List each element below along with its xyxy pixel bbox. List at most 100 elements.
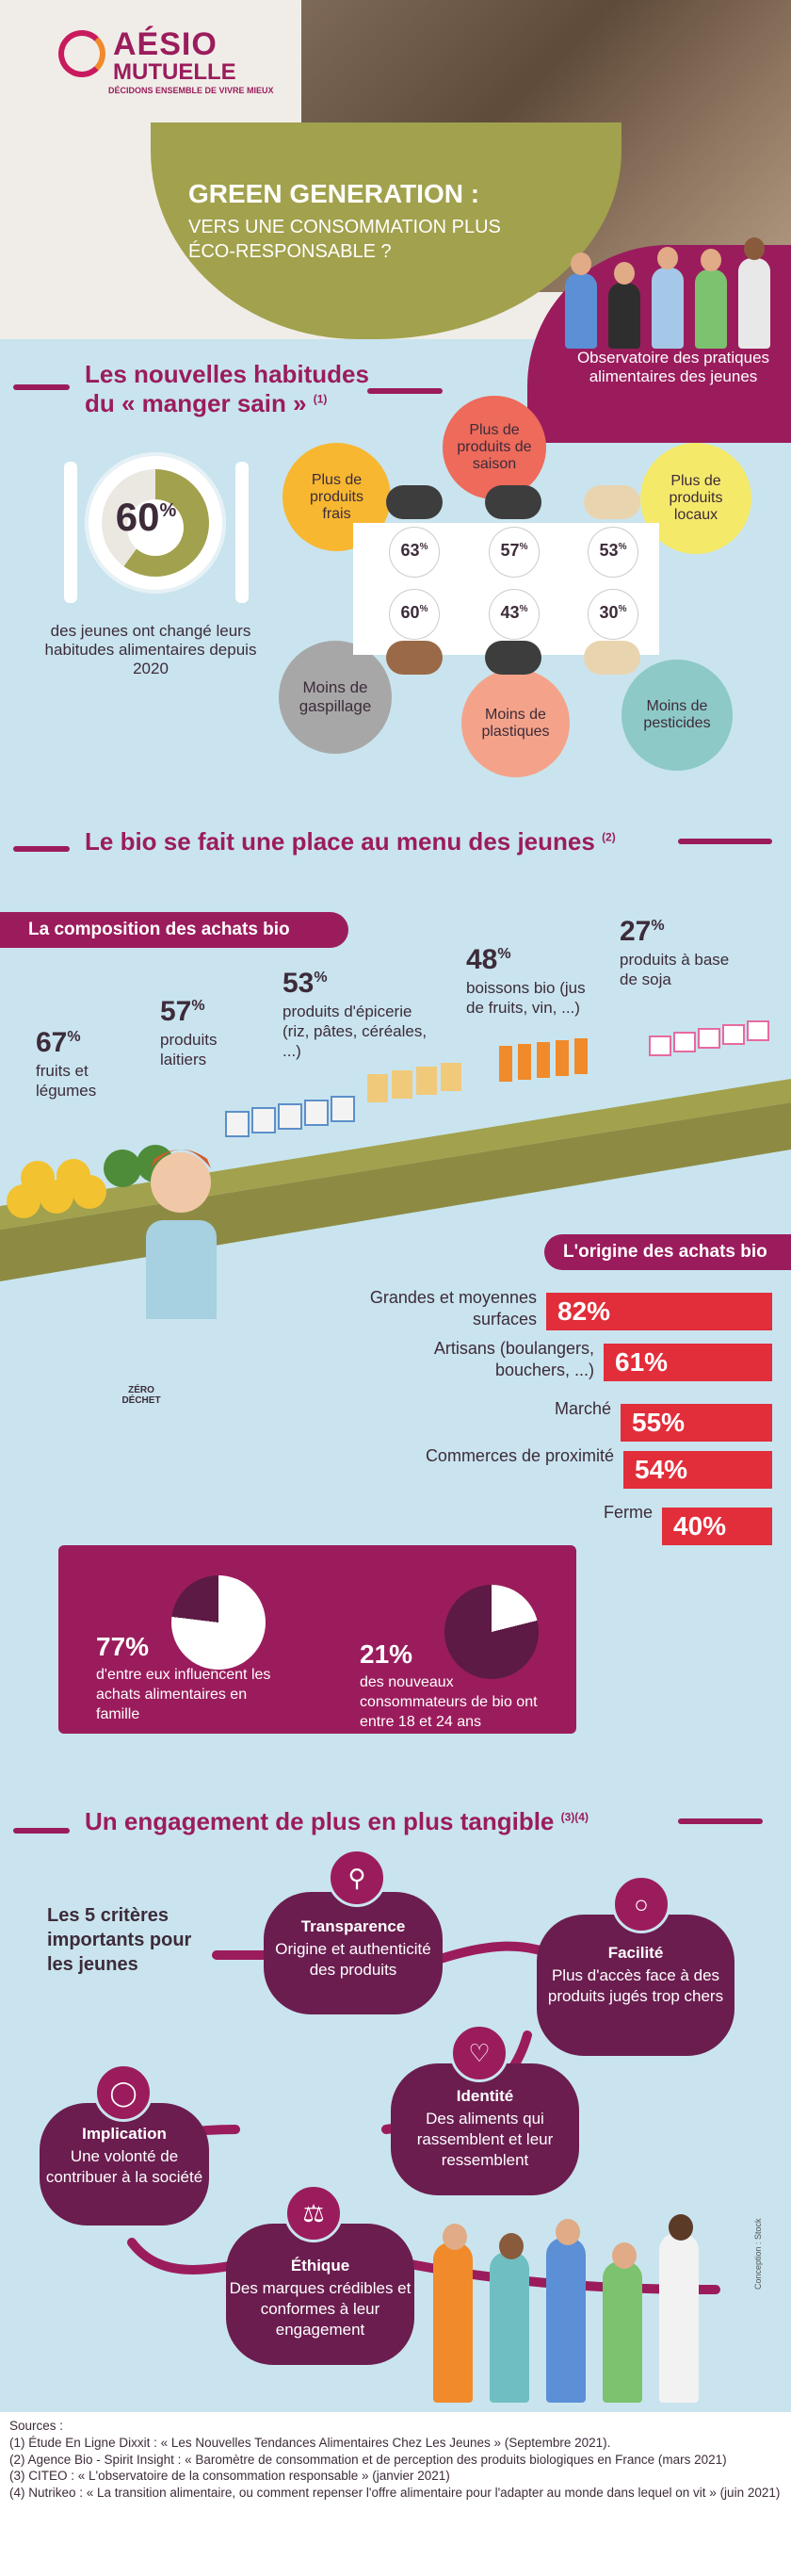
influence-value-1: 77% bbox=[96, 1632, 150, 1661]
pie-value: 60% bbox=[115, 495, 177, 539]
composition-item-dairy: 57% produits laitiers bbox=[160, 996, 218, 1068]
observatory-label: Observatoire des pratiques alimentaires … bbox=[576, 349, 770, 385]
influence-panel: 77% d'entre eux influencent les achats a… bbox=[58, 1545, 576, 1734]
origin-label: Marché bbox=[554, 1399, 611, 1418]
habit-bubble-plastic: Moins de plastiques bbox=[461, 669, 570, 777]
criterion-text: Une volonté de contribuer à la société bbox=[45, 2147, 203, 2187]
influence-text-1: d'entre eux influencent les achats alime… bbox=[96, 1667, 271, 1722]
habit-plate-pesticides: 30% bbox=[589, 590, 638, 639]
decorative-swirl bbox=[678, 839, 772, 844]
origin-title: L'origine des achats bio bbox=[563, 1242, 767, 1262]
criterion-title: Implication bbox=[82, 2125, 167, 2143]
habit-bubble-pesticides: Moins de pesticides bbox=[622, 660, 733, 771]
decorative-swirl bbox=[678, 1818, 763, 1824]
composition-banner: La composition des achats bio bbox=[0, 912, 348, 948]
sources-footer: Sources : (1) Étude En Ligne Dixxit : « … bbox=[0, 2412, 791, 2576]
section2-title-text: Le bio se fait une place au menu des jeu… bbox=[85, 827, 595, 856]
criterion-text: Des marques crédibles et conformes à leu… bbox=[229, 2279, 412, 2340]
sources-title: Sources : bbox=[9, 2419, 64, 2433]
habit-plate-local: 53% bbox=[589, 528, 638, 577]
decorative-swirl bbox=[367, 388, 443, 394]
diner-top-left bbox=[386, 485, 443, 519]
criterion-text: Plus d'accès face à des produits jugés t… bbox=[547, 1966, 724, 2006]
credit: Conception : Stock bbox=[753, 2218, 763, 2290]
hero-header bbox=[0, 0, 791, 339]
origin-bar: 61% bbox=[604, 1344, 772, 1381]
piggy-bank-icon: ○ bbox=[612, 1875, 670, 1933]
lightbulb-icon: ◯ bbox=[94, 2063, 153, 2122]
bag-label: ZÉRO DÉCHET bbox=[121, 1385, 161, 1406]
criterion-card-implication: Implication Une volonté de contribuer à l… bbox=[40, 2103, 209, 2225]
criteria-intro: Les 5 critères importants pour les jeune… bbox=[47, 1905, 192, 1975]
aesio-logo-icon bbox=[58, 30, 105, 77]
section3-title-text: Un engagement de plus en plus tangible bbox=[85, 1807, 555, 1835]
criterion-text: Origine et authenticité des produits bbox=[275, 1940, 431, 1980]
influence-value-2: 21% bbox=[360, 1639, 413, 1669]
origin-label: Artisans (boulangers, bouchers, ...) bbox=[433, 1339, 594, 1379]
brand-subname: MUTUELLE bbox=[113, 59, 236, 85]
decorative-swirl bbox=[13, 384, 70, 390]
source-line: (1) Étude En Ligne Dixxit : « Les Nouvel… bbox=[9, 2435, 611, 2450]
section1-title-text: Les nouvelles habitudes du « manger sain… bbox=[85, 360, 369, 418]
diner-top-center bbox=[485, 485, 541, 519]
youth-group-illustration bbox=[556, 217, 782, 349]
pie-77-percent bbox=[171, 1575, 266, 1670]
brand-logo: AÉSIO MUTUELLE DÉCIDONS ENSEMBLE DE VIVR… bbox=[66, 26, 274, 95]
composition-item-grocery: 53% produits d'épicerie (riz, pâtes, céré… bbox=[282, 968, 428, 1060]
source-line: (4) Nutrikeo : « La transition alimentai… bbox=[9, 2486, 781, 2501]
habit-bubble-seasonal: Plus de produits de saison bbox=[443, 396, 546, 499]
origin-bar: 82% bbox=[546, 1293, 772, 1330]
knife-icon bbox=[235, 462, 249, 603]
origin-label: Ferme bbox=[603, 1503, 653, 1522]
section3-title: Un engagement de plus en plus tangible (… bbox=[85, 1807, 669, 1836]
origin-bar: 55% bbox=[621, 1404, 772, 1442]
habit-plate-plastic: 43% bbox=[490, 590, 539, 639]
diner-bottom-right bbox=[584, 641, 640, 675]
criterion-card-identite: Identité Des aliments qui rassemblent et … bbox=[391, 2063, 579, 2195]
criterion-text: Des aliments qui rassemblent et leur res… bbox=[416, 2110, 554, 2170]
origin-banner: L'origine des achats bio bbox=[544, 1234, 791, 1270]
habit-plate-seasonal: 57% bbox=[490, 528, 539, 577]
criterion-title: Transparence bbox=[300, 1917, 406, 1935]
section2-ref: (2) bbox=[602, 830, 616, 844]
page-subtitle: VERS UNE CONSOMMATION PLUS ÉCO-RESPONSAB… bbox=[188, 217, 501, 262]
section1-ref: (1) bbox=[313, 392, 328, 406]
section3-ref: (3)(4) bbox=[560, 1810, 589, 1824]
diner-bottom-left bbox=[386, 641, 443, 675]
page-title: GREEN GENERATION : bbox=[188, 179, 480, 208]
origin-label: Commerces de proximité bbox=[425, 1446, 614, 1465]
criterion-card-ethique: Éthique Des marques crédibles et conforme… bbox=[226, 2224, 414, 2365]
criterion-title: Facilité bbox=[607, 1944, 664, 1962]
criterion-title: Identité bbox=[456, 2087, 514, 2105]
brand-name: AÉSIO bbox=[113, 26, 218, 62]
heart-icon: ♡ bbox=[450, 2024, 508, 2082]
composition-item-fruits: 67% fruits et légumes bbox=[36, 1027, 97, 1100]
composition-title: La composition des achats bio bbox=[28, 920, 290, 939]
page-title-block: GREEN GENERATION : VERS UNE CONSOMMATION… bbox=[188, 179, 546, 264]
scales-icon: ⚖ bbox=[284, 2184, 343, 2242]
composition-item-soy: 27% produits à base de soja bbox=[620, 916, 730, 988]
source-line: (3) CITEO : « L'observatoire de la conso… bbox=[9, 2469, 450, 2484]
youth-crowd-illustration bbox=[424, 2186, 734, 2403]
habit-plate-waste: 60% bbox=[390, 590, 439, 639]
magnifier-icon: ⚲ bbox=[328, 1849, 386, 1907]
pie-caption: des jeunes ont changé leurs habitudes al… bbox=[44, 622, 257, 677]
composition-item-drinks: 48% boissons bio (jus de fruits, vin, ...… bbox=[466, 944, 586, 1017]
diner-bottom-center bbox=[485, 641, 541, 675]
habit-bubble-waste: Moins de gaspillage bbox=[279, 641, 392, 754]
criterion-card-transparence: Transparence Origine et authenticité des … bbox=[264, 1892, 443, 2014]
source-line: (2) Agence Bio - Spirit Insight : « Baro… bbox=[9, 2452, 727, 2467]
origin-bar: 40% bbox=[662, 1508, 772, 1545]
criterion-card-facilite: Facilité Plus d'accès face à des produits… bbox=[537, 1915, 734, 2056]
brand-tagline: DÉCIDONS ENSEMBLE DE VIVRE MIEUX bbox=[108, 86, 274, 95]
decorative-swirl bbox=[13, 1828, 70, 1834]
section1-title: Les nouvelles habitudes du « manger sain… bbox=[85, 360, 396, 418]
diner-top-right bbox=[584, 485, 640, 519]
boy-illustration bbox=[146, 1149, 217, 1319]
origin-bar: 54% bbox=[623, 1451, 772, 1489]
pie-21-percent bbox=[444, 1585, 539, 1679]
habit-plate-fresh: 63% bbox=[390, 528, 439, 577]
decorative-swirl bbox=[13, 846, 70, 852]
criterion-title: Éthique bbox=[290, 2257, 350, 2274]
fork-icon bbox=[64, 462, 77, 603]
